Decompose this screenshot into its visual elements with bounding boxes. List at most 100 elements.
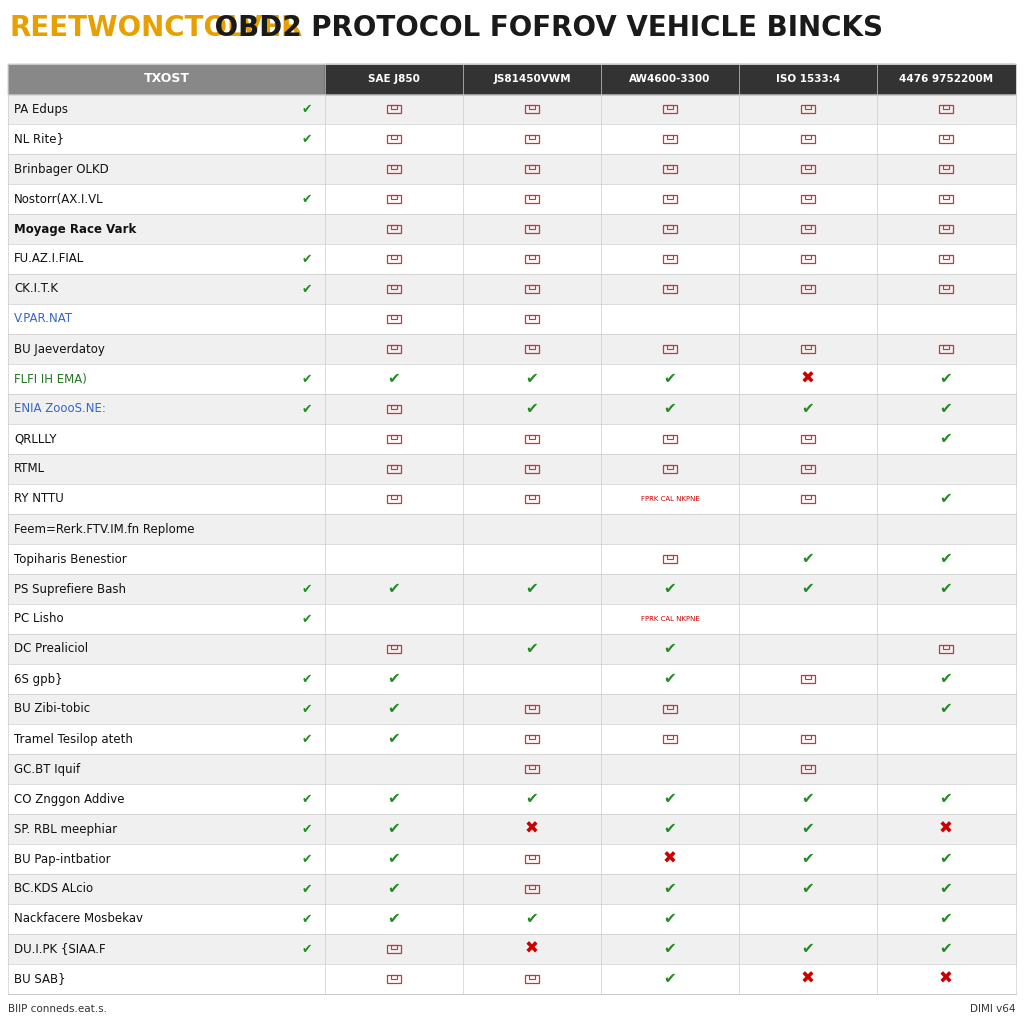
Text: ✔: ✔	[802, 401, 814, 417]
Bar	[525, 104, 539, 114]
Bar	[668, 706, 673, 709]
Text: ✔: ✔	[940, 431, 952, 446]
Bar	[668, 196, 673, 199]
Bar	[943, 135, 949, 139]
Text: ✔: ✔	[302, 402, 312, 416]
Bar	[525, 735, 539, 743]
Bar	[943, 345, 949, 349]
Bar	[529, 465, 535, 469]
Text: Tramel Tesilop ateth: Tramel Tesilop ateth	[14, 732, 133, 745]
Text: FLFI IH EMA): FLFI IH EMA)	[14, 373, 87, 385]
Text: ✔: ✔	[664, 672, 677, 686]
Bar	[387, 975, 401, 983]
Bar	[529, 286, 535, 289]
Bar	[801, 735, 815, 743]
Text: ✔: ✔	[302, 283, 312, 296]
Text: 4476 9752200M: 4476 9752200M	[899, 74, 993, 84]
Text: ✔: ✔	[525, 641, 539, 656]
Text: ✔: ✔	[388, 372, 400, 386]
Bar	[663, 555, 677, 563]
Bar	[663, 195, 677, 203]
Bar	[663, 465, 677, 473]
Text: ✔: ✔	[388, 882, 400, 896]
Text: BU Jaeverdatoy: BU Jaeverdatoy	[14, 342, 104, 355]
Bar	[8, 154, 1016, 184]
Text: ✔: ✔	[940, 552, 952, 566]
Bar	[8, 514, 1016, 544]
Bar	[668, 225, 673, 229]
Text: ✔: ✔	[302, 583, 312, 596]
Bar	[8, 364, 1016, 394]
Bar	[529, 345, 535, 349]
Bar	[391, 465, 397, 469]
Bar	[387, 135, 401, 143]
Bar	[801, 765, 815, 773]
Text: ✔: ✔	[940, 492, 952, 507]
Bar	[387, 345, 401, 353]
Bar	[668, 735, 673, 739]
Bar	[529, 496, 535, 499]
Bar	[529, 135, 535, 139]
Bar	[8, 304, 1016, 334]
Bar	[939, 104, 953, 114]
Bar	[525, 435, 539, 443]
Text: ✔: ✔	[802, 582, 814, 597]
Bar	[801, 255, 815, 263]
Bar	[805, 255, 811, 259]
Bar	[525, 165, 539, 173]
Bar	[525, 225, 539, 233]
Bar	[943, 225, 949, 229]
Text: PS Suprefiere Bash: PS Suprefiere Bash	[14, 583, 126, 596]
Text: CK.I.T.K: CK.I.T.K	[14, 283, 58, 296]
Bar	[525, 495, 539, 503]
Bar	[663, 225, 677, 233]
Text: DU.I.PK {SIAA.F: DU.I.PK {SIAA.F	[14, 942, 105, 955]
Text: GC.BT Iquif: GC.BT Iquif	[14, 763, 80, 775]
Bar	[8, 394, 1016, 424]
Bar	[387, 435, 401, 443]
Text: ✖: ✖	[525, 940, 539, 958]
Bar	[387, 165, 401, 173]
Bar	[525, 345, 539, 353]
Text: BC.KDS ALcio: BC.KDS ALcio	[14, 883, 93, 896]
Bar	[663, 165, 677, 173]
Text: ✔: ✔	[525, 911, 539, 927]
Bar	[939, 135, 953, 143]
Bar	[668, 465, 673, 469]
Text: ✖: ✖	[801, 370, 815, 388]
Bar	[801, 195, 815, 203]
Text: ✔: ✔	[302, 373, 312, 385]
Text: ✔: ✔	[388, 792, 400, 807]
Text: ✔: ✔	[940, 672, 952, 686]
Bar	[8, 874, 1016, 904]
Text: ✔: ✔	[940, 582, 952, 597]
Text: ✔: ✔	[388, 701, 400, 717]
Bar	[8, 784, 1016, 814]
Text: ✔: ✔	[664, 972, 677, 986]
Text: CO Znggon Addive: CO Znggon Addive	[14, 793, 125, 806]
Text: ✔: ✔	[302, 132, 312, 145]
Bar	[529, 435, 535, 439]
Text: ISO 1533:4: ISO 1533:4	[776, 74, 840, 84]
Bar	[663, 255, 677, 263]
Text: ENIA ZoooS.NE:: ENIA ZoooS.NE:	[14, 402, 105, 416]
Text: ✔: ✔	[664, 641, 677, 656]
Bar	[8, 814, 1016, 844]
Bar	[529, 765, 535, 769]
Bar	[805, 735, 811, 739]
Text: ✔: ✔	[302, 732, 312, 745]
Text: BIIP conneds.eat.s.: BIIP conneds.eat.s.	[8, 1004, 106, 1014]
Bar	[8, 124, 1016, 154]
Bar	[805, 196, 811, 199]
Text: ✔: ✔	[940, 852, 952, 866]
Text: ✔: ✔	[302, 822, 312, 836]
Text: DIMI v64: DIMI v64	[971, 1004, 1016, 1014]
Text: ✔: ✔	[525, 372, 539, 386]
Bar	[663, 104, 677, 114]
Bar	[387, 285, 401, 293]
Bar	[391, 255, 397, 259]
Text: BU Zibi-tobic: BU Zibi-tobic	[14, 702, 90, 716]
Bar	[943, 196, 949, 199]
Bar	[939, 645, 953, 653]
Bar	[525, 765, 539, 773]
